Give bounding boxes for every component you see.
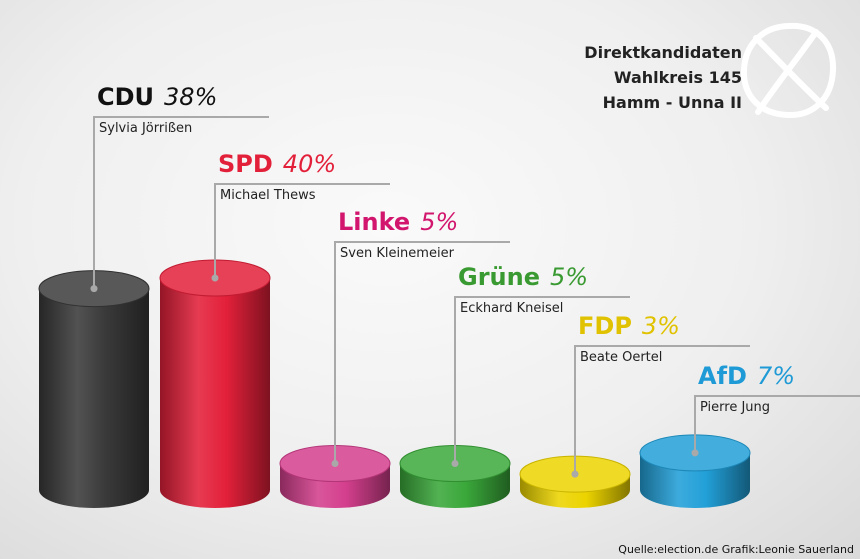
leader-dot-afd bbox=[691, 449, 699, 457]
candidate-name-spd: Michael Thews bbox=[220, 188, 316, 203]
leader-dot-cdu bbox=[90, 285, 98, 293]
party-name: FDP bbox=[578, 312, 632, 340]
header-line-1: Direktkandidaten bbox=[584, 43, 742, 62]
party-label-linke: Linke 5% bbox=[338, 208, 458, 236]
leader-line-linke bbox=[334, 241, 510, 464]
header-line-3: Hamm - Unna II bbox=[602, 93, 742, 112]
party-name: SPD bbox=[218, 150, 273, 178]
leader-line-grne bbox=[454, 296, 630, 464]
bar-cdu bbox=[38, 270, 150, 508]
leader-dot-fdp bbox=[571, 470, 579, 478]
party-label-afd: AfD 7% bbox=[698, 362, 795, 390]
value-label: 7% bbox=[756, 362, 796, 390]
leader-dot-linke bbox=[331, 460, 339, 467]
leader-line-spd bbox=[214, 183, 390, 278]
leader-line-afd bbox=[694, 395, 860, 453]
leader-line-fdp bbox=[574, 345, 750, 475]
value-label: 3% bbox=[641, 312, 680, 340]
leader-dot-spd bbox=[211, 274, 219, 282]
ballot-cross-icon bbox=[740, 22, 837, 119]
party-label-spd: SPD 40% bbox=[218, 150, 336, 178]
bar-spd-body bbox=[160, 278, 270, 508]
leader-dot-grne bbox=[451, 460, 459, 467]
source-credit: Quelle:election.de Grafik:Leonie Sauerla… bbox=[618, 543, 854, 556]
party-name: Grüne bbox=[458, 263, 540, 291]
value-label: 38% bbox=[164, 83, 218, 111]
header-line-2: Wahlkreis 145 bbox=[613, 68, 742, 87]
candidate-name-fdp: Beate Oertel bbox=[580, 350, 663, 365]
value-label: 5% bbox=[420, 208, 459, 236]
value-label: 5% bbox=[549, 263, 589, 291]
bar-cdu-body bbox=[39, 288, 149, 508]
candidate-name-afd: Pierre Jung bbox=[700, 400, 771, 415]
chart-header: Direktkandidaten Wahlkreis 145 Hamm - Un… bbox=[584, 40, 742, 115]
party-label-fdp: FDP 3% bbox=[578, 312, 680, 340]
party-name: CDU bbox=[97, 83, 155, 111]
candidate-name-cdu: Sylvia Jörrißen bbox=[99, 121, 193, 136]
party-label-cdu: CDU 38% bbox=[97, 83, 217, 111]
party-name: Linke bbox=[338, 208, 411, 236]
party-name: AfD bbox=[698, 362, 747, 390]
value-label: 40% bbox=[282, 150, 337, 178]
bar-afd bbox=[639, 434, 751, 508]
candidate-name-grne: Eckhard Kneisel bbox=[460, 301, 564, 316]
leader-line-cdu bbox=[93, 116, 269, 289]
party-label-grne: Grüne 5% bbox=[458, 263, 588, 291]
bar-spd bbox=[159, 259, 271, 508]
candidate-name-linke: Sven Kleinemeier bbox=[340, 246, 454, 261]
